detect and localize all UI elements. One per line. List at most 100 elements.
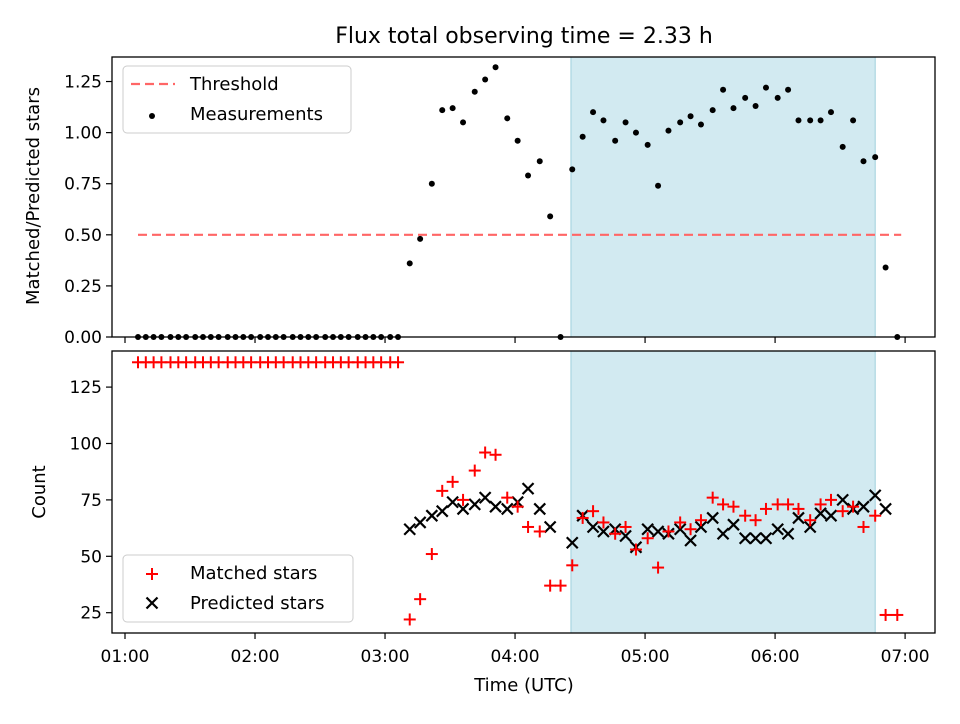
count-legend: Matched stars Predicted stars	[122, 554, 354, 623]
y-tick-label: 0.00	[64, 328, 102, 348]
predicted-mark-stroke	[500, 502, 514, 516]
predicted-star-point	[565, 536, 579, 550]
predicted-mark-stroke	[803, 520, 817, 534]
measurement-point	[536, 158, 543, 165]
matched-star-point	[759, 502, 772, 515]
measurement-point	[655, 182, 662, 189]
matched-star-point	[511, 500, 524, 513]
predicted-mark-stroke	[533, 502, 547, 516]
predicted-mark-stroke	[738, 531, 752, 545]
matched-star-point	[446, 475, 459, 488]
predicted-mark-stroke	[824, 509, 838, 522]
predicted-mark-stroke	[814, 507, 827, 520]
measurement-point	[720, 86, 727, 93]
y-tick-label: 1.25	[64, 73, 102, 93]
matched-star-point	[566, 559, 579, 572]
measurement-point	[492, 64, 499, 71]
legend-matched-label: Matched stars	[190, 563, 317, 584]
predicted-star-point	[824, 509, 838, 522]
matched-star-point	[869, 509, 882, 522]
x-tick-label: 07:00	[881, 647, 930, 667]
measurement-point	[795, 117, 802, 124]
measurement-point	[612, 137, 619, 144]
matched-star-point	[436, 484, 449, 497]
predicted-star-point	[879, 502, 892, 516]
predicted-mark-stroke	[706, 511, 719, 525]
predicted-mark-stroke	[716, 527, 730, 541]
predicted-mark-stroke	[619, 529, 632, 543]
measurement-point	[417, 235, 424, 242]
predicted-mark-stroke	[543, 520, 557, 534]
matched-star-point	[836, 505, 849, 518]
matched-star-point	[501, 491, 514, 504]
measurement-point	[504, 115, 511, 122]
predicted-mark-stroke	[597, 525, 610, 538]
predicted-mark-stroke	[446, 495, 459, 509]
measurement-point	[579, 133, 586, 140]
predicted-star-point	[759, 531, 773, 545]
predicted-mark-stroke	[879, 502, 892, 516]
matched-star-point	[706, 491, 719, 504]
predicted-mark-stroke	[651, 525, 665, 538]
matched-star-point	[804, 514, 817, 527]
matched-star-point	[652, 561, 665, 574]
measurement-point	[774, 94, 781, 101]
matched-star-point	[544, 579, 557, 592]
measurement-point	[677, 119, 684, 126]
matched-star-point	[489, 448, 502, 461]
axes-frame	[111, 350, 936, 634]
matched-star-point	[629, 543, 642, 556]
measurement-point	[460, 119, 467, 126]
y-tick-label: 75	[80, 491, 102, 511]
measurement-point	[709, 107, 716, 114]
y-tick-label: 25	[80, 604, 102, 624]
measurement-point	[742, 94, 749, 101]
predicted-star-point	[651, 525, 665, 538]
predicted-star-point	[803, 520, 817, 534]
predicted-mark-stroke	[468, 498, 482, 511]
measurement-point	[785, 86, 792, 93]
legend-box	[122, 65, 352, 134]
predicted-star-point	[836, 493, 849, 507]
matched-star-point	[522, 520, 535, 533]
matched-star-point	[468, 464, 481, 477]
measurement-point	[665, 127, 672, 134]
predicted-mark-stroke	[771, 522, 784, 536]
predicted-star-point	[456, 502, 470, 516]
matched-star-point	[554, 579, 567, 592]
predicted-mark-stroke	[694, 520, 708, 534]
matched-star-point	[457, 493, 470, 506]
matched-star-point	[641, 532, 654, 545]
x-tick-label: 03:00	[361, 647, 410, 667]
y-tick-label: 0.75	[64, 175, 102, 195]
measurement-point	[687, 113, 694, 120]
predicted-star-point	[868, 489, 882, 502]
measurement-point	[439, 107, 446, 114]
predicted-mark-stroke	[857, 500, 870, 513]
predicted-mark-stroke	[749, 531, 762, 545]
predicted-mark-stroke	[456, 502, 470, 516]
predicted-mark-stroke	[792, 511, 805, 525]
predicted-star-point	[543, 520, 557, 534]
legend-measurements-swatch	[149, 113, 155, 119]
matched-star-point	[425, 548, 438, 561]
predicted-star-point	[533, 502, 547, 516]
predicted-star-point	[738, 531, 752, 545]
ratio-panel: 0.00 0.25 0.50 0.75 1.00 1.25 Threshold Measure…	[64, 56, 936, 348]
measurement-point	[406, 260, 413, 267]
predicted-mark-stroke	[673, 522, 687, 536]
matched-star-point	[684, 523, 697, 536]
matched-star-point	[782, 498, 795, 511]
predicted-star-point	[781, 527, 795, 541]
matched-star-point	[576, 511, 589, 524]
chart-title: Flux total observing time = 2.33 h	[335, 24, 713, 49]
predicted-mark-stroke	[727, 518, 740, 531]
predicted-mark-stroke	[425, 509, 439, 522]
predicted-mark-stroke	[521, 482, 535, 495]
predicted-star-point	[468, 498, 482, 511]
bottom-y-axis-label: Count	[29, 465, 50, 518]
measurement-point	[882, 264, 889, 271]
measurement-point	[428, 180, 435, 187]
